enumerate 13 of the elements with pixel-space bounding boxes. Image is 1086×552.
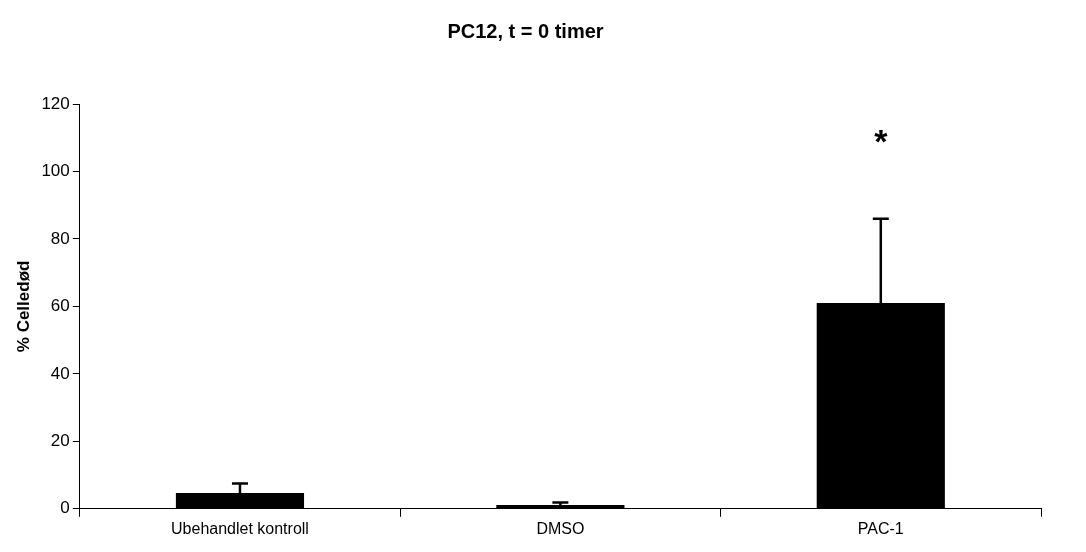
chart-title: PC12, t = 0 timer (447, 19, 604, 42)
y-tick-label: 80 (50, 228, 70, 248)
x-tick-label: DMSO (536, 519, 585, 537)
annotation: * (874, 122, 889, 161)
y-tick-label: 20 (50, 431, 70, 451)
x-tick-label: PAC-1 (857, 519, 904, 537)
y-tick-label: 120 (41, 93, 70, 113)
y-axis-title: % Celledød (13, 260, 33, 353)
y-tick-label: 40 (50, 363, 70, 383)
y-tick-label: 100 (41, 161, 70, 181)
y-tick-label: 60 (50, 296, 70, 316)
y-tick-label: 0 (60, 498, 70, 518)
x-tick-label: Ubehandlet kontroll (171, 519, 309, 537)
